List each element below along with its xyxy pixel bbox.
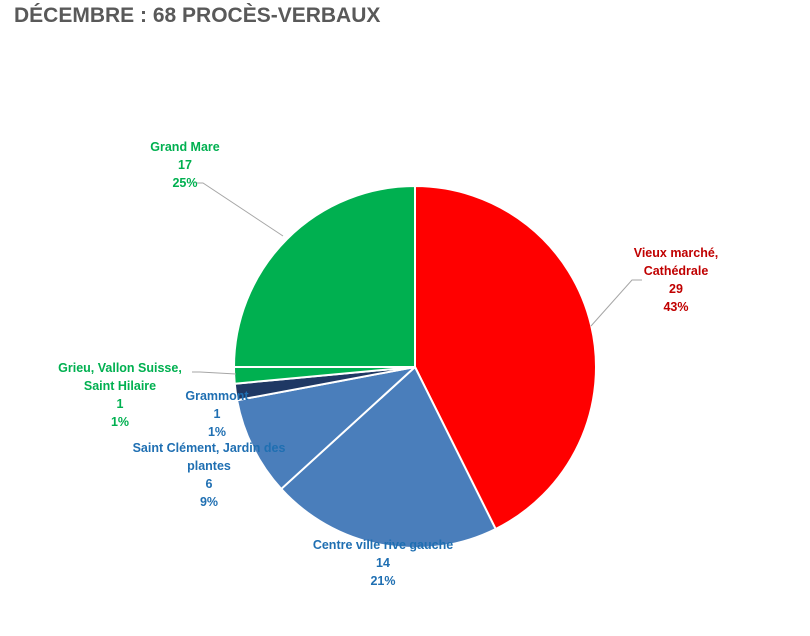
data-label-2: Saint Clément, Jardin des plantes 6 9%	[133, 441, 286, 509]
data-label-name-line: Grand Mare	[150, 140, 220, 154]
leader-line-0	[590, 279, 642, 327]
data-label-5: Grand Mare 17 25%	[150, 140, 220, 190]
data-label-value: 6	[206, 477, 213, 491]
data-label-name-line: Saint Clément, Jardin des	[133, 441, 286, 455]
leader-line-5	[196, 182, 284, 237]
data-label-percent: 1%	[208, 425, 226, 439]
data-label-1: Centre ville rive gauche 14 21%	[313, 538, 453, 588]
data-label-value: 14	[376, 556, 390, 570]
data-label-value: 29	[669, 282, 683, 296]
data-label-name-line: Centre ville rive gauche	[313, 538, 453, 552]
data-label-3: Grammont 1 1%	[185, 389, 249, 439]
data-label-name-line: Cathédrale	[644, 264, 709, 278]
data-label-percent: 43%	[663, 300, 688, 314]
data-label-value: 1	[214, 407, 221, 421]
pie-slices	[232, 185, 597, 549]
data-label-name-line: Vieux marché,	[634, 246, 719, 260]
pie-slice-2	[236, 366, 416, 490]
data-label-percent: 1%	[111, 415, 129, 429]
data-label-name-line: Grieu, Vallon Suisse,	[58, 361, 182, 375]
data-label-percent: 25%	[172, 176, 197, 190]
leader-lines	[192, 182, 642, 375]
data-label-name-line: plantes	[187, 459, 231, 473]
pie-slice-1	[280, 366, 497, 549]
data-label-name-line: Grammont	[185, 389, 249, 403]
pie-slice-5	[233, 185, 416, 368]
data-label-value: 1	[117, 397, 124, 411]
data-label-0: Vieux marché, Cathédrale 29 43%	[634, 246, 719, 314]
data-label-name-line: Saint Hilaire	[84, 379, 156, 393]
leader-line-4	[192, 371, 237, 375]
data-label-percent: 21%	[370, 574, 395, 588]
chart-title: DÉCEMBRE : 68 PROCÈS-VERBAUX	[14, 4, 381, 27]
data-label-percent: 9%	[200, 495, 218, 509]
data-label-value: 17	[178, 158, 192, 172]
data-labels: Vieux marché, Cathédrale 29 43% Centre ville…	[58, 140, 718, 588]
data-label-4: Grieu, Vallon Suisse, Saint Hilaire 1 1%	[58, 361, 182, 429]
